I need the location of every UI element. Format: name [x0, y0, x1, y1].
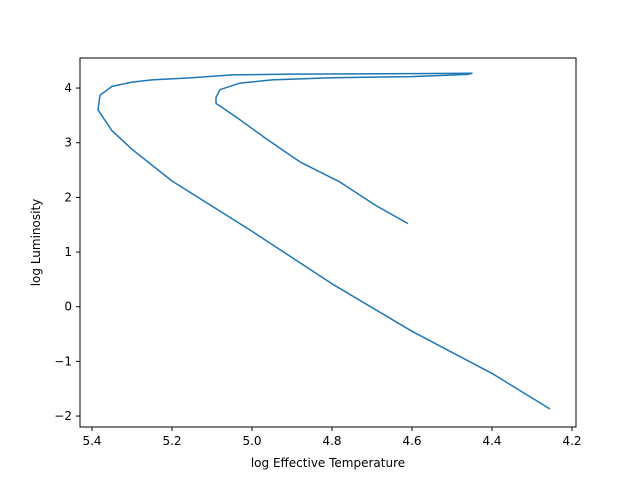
axes-frame	[79, 57, 577, 428]
x-tick-label: 4.6	[402, 434, 421, 448]
y-axis-label: log Luminosity	[29, 199, 43, 287]
y-tick-label: 2	[64, 190, 72, 204]
y-tick-label: 3	[64, 136, 72, 150]
plot-area	[97, 72, 551, 410]
y-axis-ticks: −2 −1 0 1 2 3 4	[54, 81, 80, 423]
x-tick-label: 5.0	[242, 434, 261, 448]
x-tick-label: 5.2	[162, 434, 181, 448]
y-tick-label: 1	[64, 245, 72, 259]
x-tick-label: 5.4	[82, 434, 101, 448]
y-tick-label: 0	[64, 300, 72, 314]
evolutionary-track-line-0	[97, 72, 551, 410]
x-tick-label: 4.2	[562, 434, 581, 448]
y-tick-label: −1	[54, 354, 72, 368]
x-axis-ticks: 5.4 5.2 5.0 4.8 4.6 4.4 4.2	[82, 427, 582, 448]
x-tick-label: 4.8	[322, 434, 341, 448]
x-axis-label: log Effective Temperature	[251, 456, 405, 470]
y-tick-label: 4	[64, 81, 72, 95]
y-tick-label: −2	[54, 409, 72, 423]
x-tick-label: 4.4	[482, 434, 501, 448]
